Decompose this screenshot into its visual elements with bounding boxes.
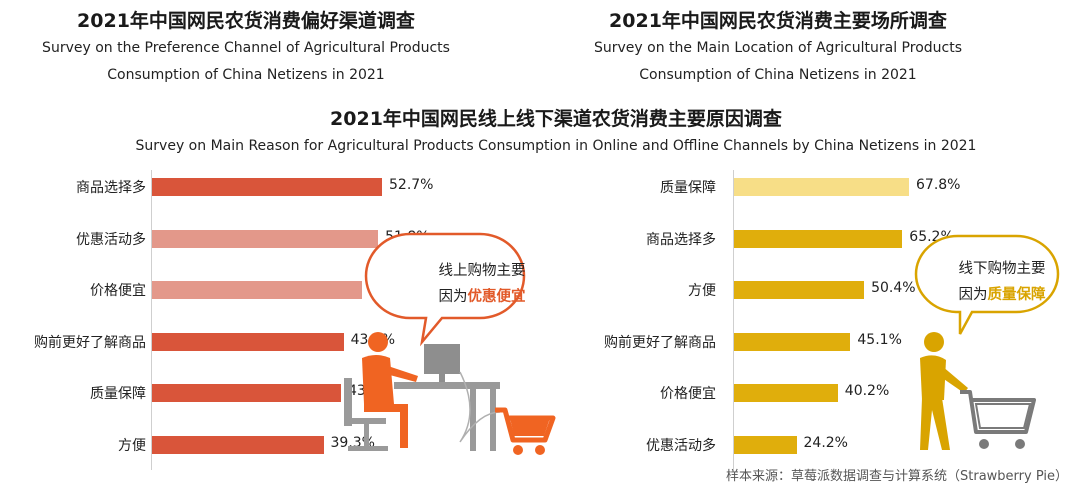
desk-icon [394,382,500,389]
offline-value-label: 45.1% [857,331,902,348]
online-bar [152,435,324,454]
source-note: 样本来源：草莓派数据调查与计算系统（Strawberry Pie） [726,469,1068,484]
offline-bar [734,229,903,248]
offline-callout-line2: 因为质量保障 [958,287,1046,303]
online-category-label: 优惠活动多 [76,231,146,248]
shopper-person-icon [924,332,944,352]
offline-bar [734,281,865,299]
online-category-label: 购前更好了解商品 [34,334,146,351]
offline-category-label: 商品选择多 [646,231,716,248]
online-bar [152,178,382,196]
online-bar [152,281,363,299]
online-category-label: 方便 [118,437,146,454]
person-icon [368,332,388,352]
offline-speech-bubble [914,234,1060,335]
online-shopping-illustration [344,232,556,455]
online-bar [152,332,344,351]
left-chart-subtitle-line2: Consumption of China Netizens in 2021 [107,67,385,83]
online-callout-line2: 因为优惠便宜 [438,289,526,305]
online-bar [152,384,341,402]
offline-callout-line1: 线下购物主要 [958,261,1046,277]
left-axis-line [151,170,152,470]
offline-category-label: 价格便宜 [660,386,716,402]
offline-value-label: 24.2% [803,434,848,451]
offline-category-label: 质量保障 [660,180,716,196]
online-bar [152,229,379,248]
online-callout-line1: 线上购物主要 [438,263,526,279]
offline-shopping-cart-icon [960,390,1036,449]
online-category-label: 商品选择多 [76,180,146,196]
main-subtitle: Survey on Main Reason for Agricultural P… [135,138,977,154]
offline-bar [734,435,797,454]
left-chart-subtitle-line1: Survey on the Preference Channel of Agri… [42,40,450,56]
computer-monitor-icon [424,344,460,374]
right-axis-line [733,170,734,470]
offline-bar [734,178,909,196]
offline-value-label: 67.8% [916,177,961,193]
offline-shopping-illustration [914,234,1060,450]
offline-value-label: 40.2% [844,383,890,399]
chair-icon [344,378,352,426]
right-chart-title: 2021年中国网民农货消费主要场所调查 [609,10,947,32]
online-speech-bubble [364,232,526,347]
offline-bar [734,384,838,402]
online-value-label: 52.7% [389,177,434,193]
right-chart-subtitle-line1: Survey on the Main Location of Agricultu… [594,40,962,56]
shopping-cart-icon [495,407,556,455]
left-chart-title: 2021年中国网民农货消费偏好渠道调查 [77,10,415,32]
online-category-label: 价格便宜 [90,283,146,299]
right-chart-subtitle-line2: Consumption of China Netizens in 2021 [639,67,917,83]
main-title: 2021年中国网民线上线下渠道农货消费主要原因调查 [330,108,782,130]
offline-bar [734,332,851,351]
offline-category-label: 优惠活动多 [646,437,716,454]
offline-value-label: 50.4% [871,280,916,296]
online-category-label: 质量保障 [90,386,146,402]
offline-category-label: 购前更好了解商品 [604,334,716,351]
offline-category-label: 方便 [688,283,716,299]
